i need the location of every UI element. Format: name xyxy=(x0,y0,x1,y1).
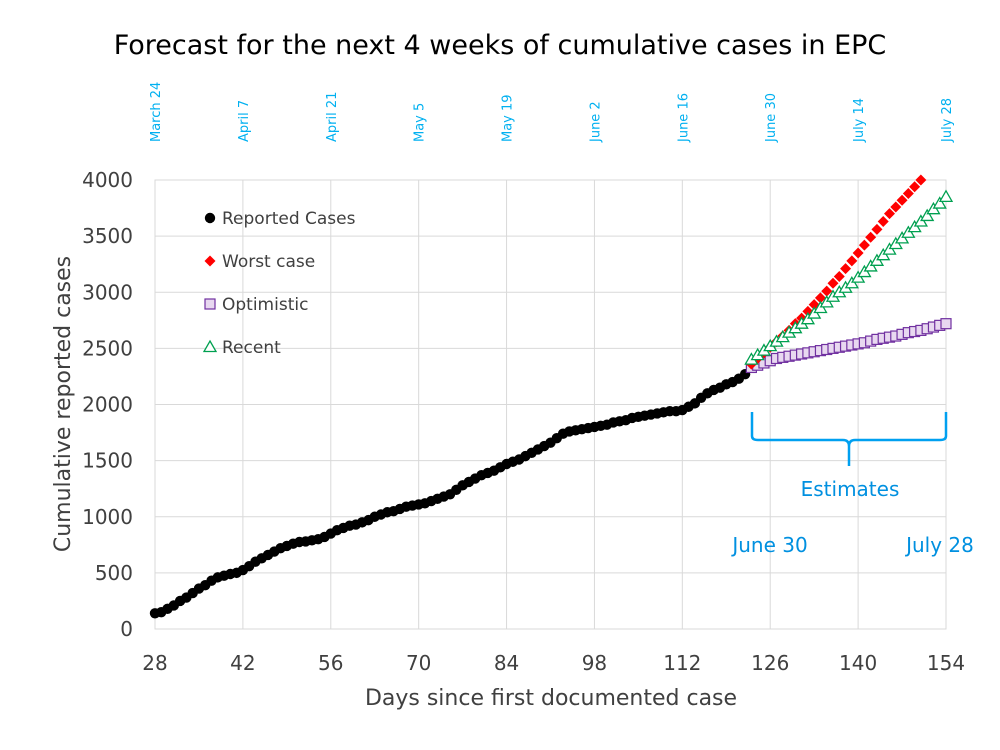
estimates-start-label: June 30 xyxy=(730,533,807,557)
x-tick-label: 70 xyxy=(406,651,431,675)
date-label: July 14 xyxy=(852,98,867,143)
y-tick-label: 3000 xyxy=(82,280,133,304)
date-label: April 7 xyxy=(237,100,252,142)
recent-point xyxy=(920,208,935,222)
legend-marker-worst-case xyxy=(204,255,216,267)
date-label: June 2 xyxy=(588,101,603,143)
date-label: July 28 xyxy=(940,98,955,143)
legend: Reported Cases Worst case Optimistic Recent xyxy=(202,209,356,358)
y-tick-label: 500 xyxy=(95,561,133,585)
x-tick-label: 154 xyxy=(927,651,965,675)
worst-case-point xyxy=(915,174,927,186)
worst-case-point xyxy=(902,187,914,199)
date-label: May 19 xyxy=(501,94,516,142)
worst-case-point xyxy=(877,216,889,228)
legend-label-reported-cases: Reported Cases xyxy=(222,209,356,229)
worst-case-point xyxy=(909,181,921,193)
date-label: May 5 xyxy=(413,103,428,142)
series-optimistic xyxy=(745,318,952,374)
x-tick-label: 28 xyxy=(142,651,167,675)
y-axis-label: Cumulative reported cases xyxy=(51,256,76,552)
date-label: June 30 xyxy=(764,93,779,143)
worst-case-point xyxy=(827,277,839,289)
worst-case-point xyxy=(852,247,864,259)
y-tick-label: 1000 xyxy=(82,505,133,529)
x-tick-label: 98 xyxy=(582,651,607,675)
worst-case-point xyxy=(884,208,895,220)
y-tick-label: 3500 xyxy=(82,224,133,248)
worst-case-point xyxy=(833,271,845,283)
gridlines xyxy=(154,179,947,630)
plot-border xyxy=(154,179,947,630)
date-label: April 21 xyxy=(325,92,340,142)
legend-label-recent: Recent xyxy=(222,338,281,358)
worst-case-point xyxy=(871,223,883,235)
legend-label-worst-case: Worst case xyxy=(222,252,315,272)
x-tick-label: 126 xyxy=(751,651,789,675)
worst-case-point xyxy=(840,263,852,275)
legend-marker-reported-cases xyxy=(204,212,216,224)
legend-label-optimistic: Optimistic xyxy=(222,295,308,315)
date-label: June 16 xyxy=(676,93,691,143)
worst-case-point xyxy=(814,292,826,304)
x-tick-label: 140 xyxy=(839,651,877,675)
y-tick-label: 0 xyxy=(120,617,133,641)
series-reported-cases xyxy=(149,362,757,619)
estimates-bracket xyxy=(750,412,948,466)
recent-point xyxy=(938,189,954,202)
worst-case-point xyxy=(865,231,877,243)
chart-title: Forecast for the next 4 weeks of cumulat… xyxy=(114,30,887,61)
y-tick-label: 2000 xyxy=(82,393,133,417)
y-tick-label: 1500 xyxy=(82,449,133,473)
worst-case-point xyxy=(821,285,833,297)
series-recent xyxy=(744,189,954,365)
x-tick-label: 84 xyxy=(494,651,519,675)
legend-marker-optimistic xyxy=(204,298,216,310)
optimistic-point xyxy=(940,318,952,330)
axis-ticks: 0 500 1000 1500 2000 2500 3000 3500 4000 28 42 56 70… xyxy=(82,168,965,675)
top-date-labels: March 24 April 7 April 21 May 5 May 19 June 2… xyxy=(149,82,955,143)
x-tick-label: 112 xyxy=(663,651,701,675)
x-axis-label: Days since first documented case xyxy=(365,686,737,711)
y-tick-label: 2500 xyxy=(82,336,133,360)
data-series xyxy=(149,174,954,619)
recent-point xyxy=(932,196,947,209)
y-tick-label: 4000 xyxy=(82,168,133,192)
estimates-end-label: July 28 xyxy=(904,533,974,557)
legend-marker-recent xyxy=(202,339,218,353)
x-tick-label: 56 xyxy=(318,651,343,675)
worst-case-point xyxy=(890,201,902,213)
worst-case-point xyxy=(896,194,908,206)
x-tick-label: 42 xyxy=(230,651,255,675)
estimates-label: Estimates xyxy=(801,477,900,501)
estimates-annotation: Estimates June 30 July 28 xyxy=(730,412,974,557)
date-label: March 24 xyxy=(149,82,164,142)
worst-case-point xyxy=(858,239,870,251)
worst-case-point xyxy=(846,255,858,267)
